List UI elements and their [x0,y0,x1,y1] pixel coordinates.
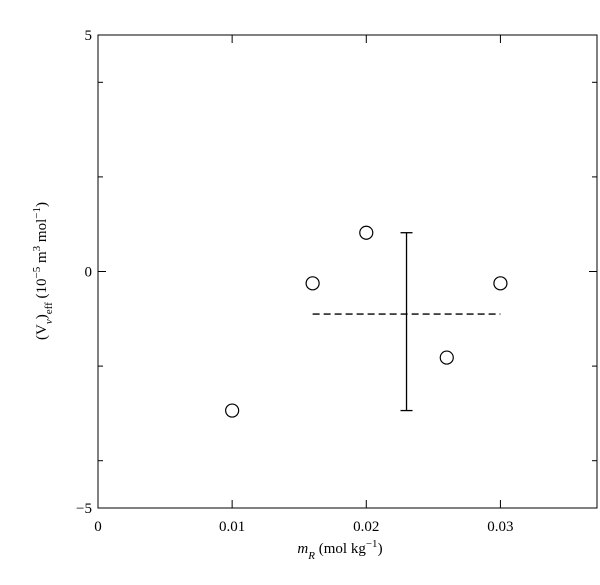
point [359,225,374,240]
label-run: −1 [31,207,43,219]
plot-frame [97,34,598,509]
label-run: (mol kg [315,541,366,557]
label-run: mol [34,219,50,246]
label-run: ) [34,314,50,319]
label-run: ) [34,202,50,207]
x-axis-label: mR (mol kg−1) [297,538,382,562]
x-tick-label: 0.03 [487,519,513,535]
label-run: 3 [31,245,43,251]
point [225,403,240,418]
point [305,276,320,291]
x-tick-label: 0.02 [353,519,379,535]
label-run: ) [378,541,383,557]
y-axis-label: (Vv)eff (10−5 m3 mol−1) [31,202,55,340]
label-run: (10 [34,278,50,302]
label-run: −1 [366,538,378,550]
label-run: (V [34,324,50,340]
label-run: v [43,319,55,324]
label-run: −5 [31,266,43,278]
y-tick-label: 0 [85,265,93,281]
x-tick-label: 0 [94,519,102,535]
point [439,350,454,365]
label-run: m [297,541,308,557]
y-tick-label: 5 [85,28,93,44]
label-run: m [34,251,50,267]
label-run: eff [43,302,55,314]
label-run: R [307,550,315,562]
y-tick-label: −5 [76,501,92,517]
x-tick-label: 0.01 [219,519,245,535]
point [493,276,508,291]
